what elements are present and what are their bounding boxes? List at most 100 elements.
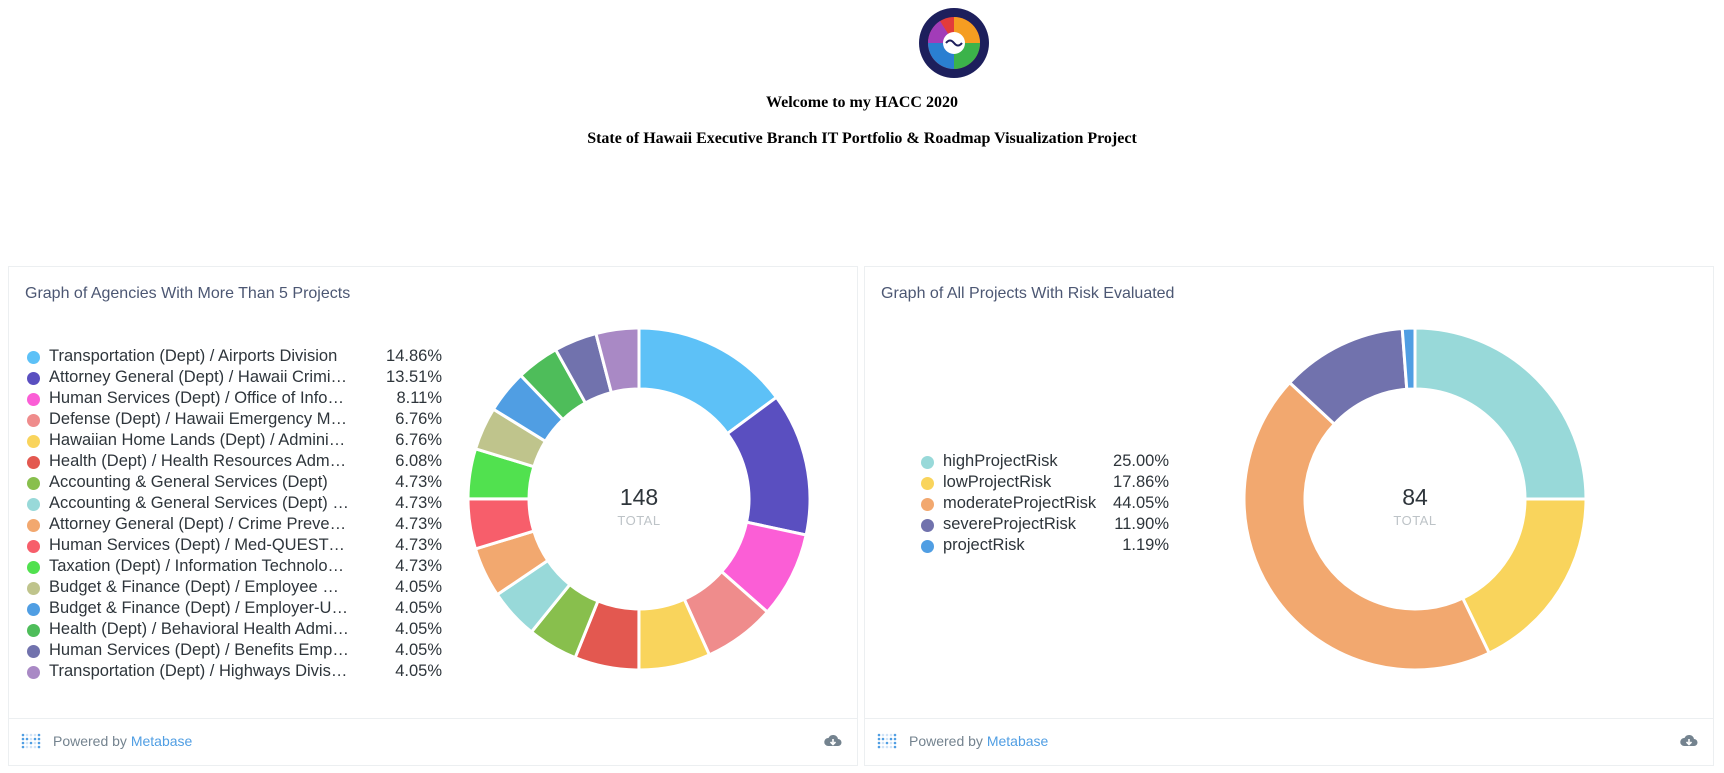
card-footer: Powered by Metabase (865, 718, 1713, 765)
total-label: TOTAL (617, 513, 660, 528)
legend-swatch (921, 540, 934, 553)
legend-percentage: 14.86% (386, 347, 442, 365)
legend-label: Transportation (Dept) / Airports Divisio… (49, 347, 338, 365)
legend-swatch (27, 351, 40, 364)
legend-percentage: 4.73% (395, 536, 442, 554)
download-cloud-icon[interactable] (1679, 733, 1699, 749)
legend-label: Attorney General (Dept) / Hawaii Crimin… (49, 368, 349, 386)
legend-percentage: 4.05% (395, 578, 442, 596)
legend-percentage: 4.73% (395, 473, 442, 491)
legend-item[interactable]: Accounting & General Services (Dept) / P… (27, 494, 442, 515)
donut-chart[interactable]: 148 TOTAL (459, 319, 819, 679)
legend-item[interactable]: Defense (Dept) / Hawaii Emergency Mana… 6… (27, 410, 442, 431)
legend-swatch (27, 519, 40, 532)
legend-label: Health (Dept) / Health Resources Adminis… (49, 452, 349, 470)
legend-item[interactable]: Health (Dept) / Behavioral Health Admini… (27, 620, 442, 641)
donut-slice[interactable] (1413, 326, 1588, 501)
total-value: 84 (1402, 484, 1428, 510)
legend-swatch (921, 477, 934, 490)
legend-percentage: 6.76% (395, 410, 442, 428)
legend-item[interactable]: projectRisk 1.19% (921, 536, 1169, 557)
legend-swatch (921, 456, 934, 469)
legend-percentage: 25.00% (1113, 452, 1169, 470)
legend-item[interactable]: Human Services (Dept) / Office of Inform… (27, 389, 442, 410)
legend-swatch (27, 477, 40, 490)
metabase-link[interactable]: Metabase (986, 733, 1049, 749)
metabase-logo-icon (21, 733, 41, 749)
legend-item[interactable]: Attorney General (Dept) / Hawaii Crimin…… (27, 368, 442, 389)
legend-percentage: 8.11% (396, 389, 442, 407)
legend-label: moderateProjectRisk (943, 494, 1097, 512)
legend-swatch (27, 372, 40, 385)
total-label: TOTAL (1393, 513, 1436, 528)
legend-item[interactable]: Attorney General (Dept) / Crime Preventi… (27, 515, 442, 536)
legend-label: lowProjectRisk (943, 473, 1052, 491)
chart-legend: Transportation (Dept) / Airports Divisio… (27, 347, 457, 687)
card-title[interactable]: Graph of Agencies With More Than 5 Proje… (25, 285, 351, 302)
legend-item[interactable]: Human Services (Dept) / Benefits Employ…… (27, 641, 442, 662)
legend-label: Budget & Finance (Dept) / Employee Retir… (49, 578, 349, 596)
card-footer: Powered by Metabase (9, 718, 857, 765)
legend-percentage: 6.76% (395, 431, 442, 449)
legend-item[interactable]: Human Services (Dept) / Med-QUEST Divi… 4… (27, 536, 442, 557)
legend-item[interactable]: Health (Dept) / Health Resources Adminis… (27, 452, 442, 473)
legend-item[interactable]: Transportation (Dept) / Airports Divisio… (27, 347, 442, 368)
legend-item[interactable]: moderateProjectRisk 44.05% (921, 494, 1169, 515)
legend-swatch (27, 498, 40, 511)
legend-swatch (27, 666, 40, 679)
project-subtitle: State of Hawaii Executive Branch IT Port… (587, 130, 1137, 147)
total-value: 148 (620, 484, 658, 510)
legend-item[interactable]: Hawaiian Home Lands (Dept) / Administra…… (27, 431, 442, 452)
donut-slice[interactable] (1242, 380, 1492, 672)
ets-logo (919, 8, 989, 78)
legend-label: projectRisk (943, 536, 1025, 554)
legend-item[interactable]: Accounting & General Services (Dept) 4.73… (27, 473, 442, 494)
card-title[interactable]: Graph of All Projects With Risk Evaluate… (881, 285, 1175, 302)
legend-swatch (27, 561, 40, 574)
legend-swatch (27, 414, 40, 427)
legend-label: Health (Dept) / Behavioral Health Admini… (49, 620, 349, 638)
powered-by-text: Powered by Metabase (909, 733, 1049, 749)
legend-percentage: 44.05% (1113, 494, 1169, 512)
metabase-logo-icon (877, 733, 897, 749)
legend-item[interactable]: severeProjectRisk 11.90% (921, 515, 1169, 536)
legend-label: severeProjectRisk (943, 515, 1076, 533)
legend-label: Attorney General (Dept) / Crime Preventi… (49, 515, 349, 533)
powered-by-text: Powered by Metabase (53, 733, 193, 749)
legend-percentage: 4.73% (395, 494, 442, 512)
legend-swatch (27, 582, 40, 595)
legend-percentage: 17.86% (1113, 473, 1169, 491)
download-cloud-icon[interactable] (823, 733, 843, 749)
legend-label: Human Services (Dept) / Office of Inform… (49, 389, 349, 407)
donut-slice[interactable] (1460, 497, 1588, 656)
legend-item[interactable]: Taxation (Dept) / Information Technology… (27, 557, 442, 578)
legend-percentage: 4.05% (395, 641, 442, 659)
legend-label: Transportation (Dept) / Highways Divisio… (49, 662, 349, 680)
legend-swatch (921, 498, 934, 511)
legend-percentage: 6.08% (395, 452, 442, 470)
legend-swatch (921, 519, 934, 532)
agencies-card: Graph of Agencies With More Than 5 Proje… (8, 266, 858, 766)
legend-label: Accounting & General Services (Dept) (49, 473, 328, 491)
donut-chart[interactable]: 84 TOTAL (1235, 319, 1595, 679)
legend-percentage: 11.90% (1114, 515, 1169, 533)
legend-swatch (27, 435, 40, 448)
legend-label: Human Services (Dept) / Benefits Employ… (49, 641, 349, 659)
risk-card: Graph of All Projects With Risk Evaluate… (864, 266, 1714, 766)
legend-label: Human Services (Dept) / Med-QUEST Divi… (49, 536, 349, 554)
legend-swatch (27, 624, 40, 637)
legend-item[interactable]: lowProjectRisk 17.86% (921, 473, 1169, 494)
legend-item[interactable]: Budget & Finance (Dept) / Employee Retir… (27, 578, 442, 599)
legend-percentage: 4.05% (395, 620, 442, 638)
legend-percentage: 4.05% (395, 599, 442, 617)
legend-label: highProjectRisk (943, 452, 1058, 470)
legend-percentage: 13.51% (386, 368, 442, 386)
donut-slice[interactable] (1400, 326, 1417, 391)
metabase-link[interactable]: Metabase (130, 733, 193, 749)
legend-percentage: 4.05% (395, 662, 442, 680)
legend-item[interactable]: Transportation (Dept) / Highways Divisio… (27, 662, 442, 683)
legend-item[interactable]: Budget & Finance (Dept) / Employer-Unio…… (27, 599, 442, 620)
legend-item[interactable]: highProjectRisk 25.00% (921, 452, 1169, 473)
legend-percentage: 4.73% (395, 515, 442, 533)
donut-slice[interactable] (594, 326, 641, 395)
